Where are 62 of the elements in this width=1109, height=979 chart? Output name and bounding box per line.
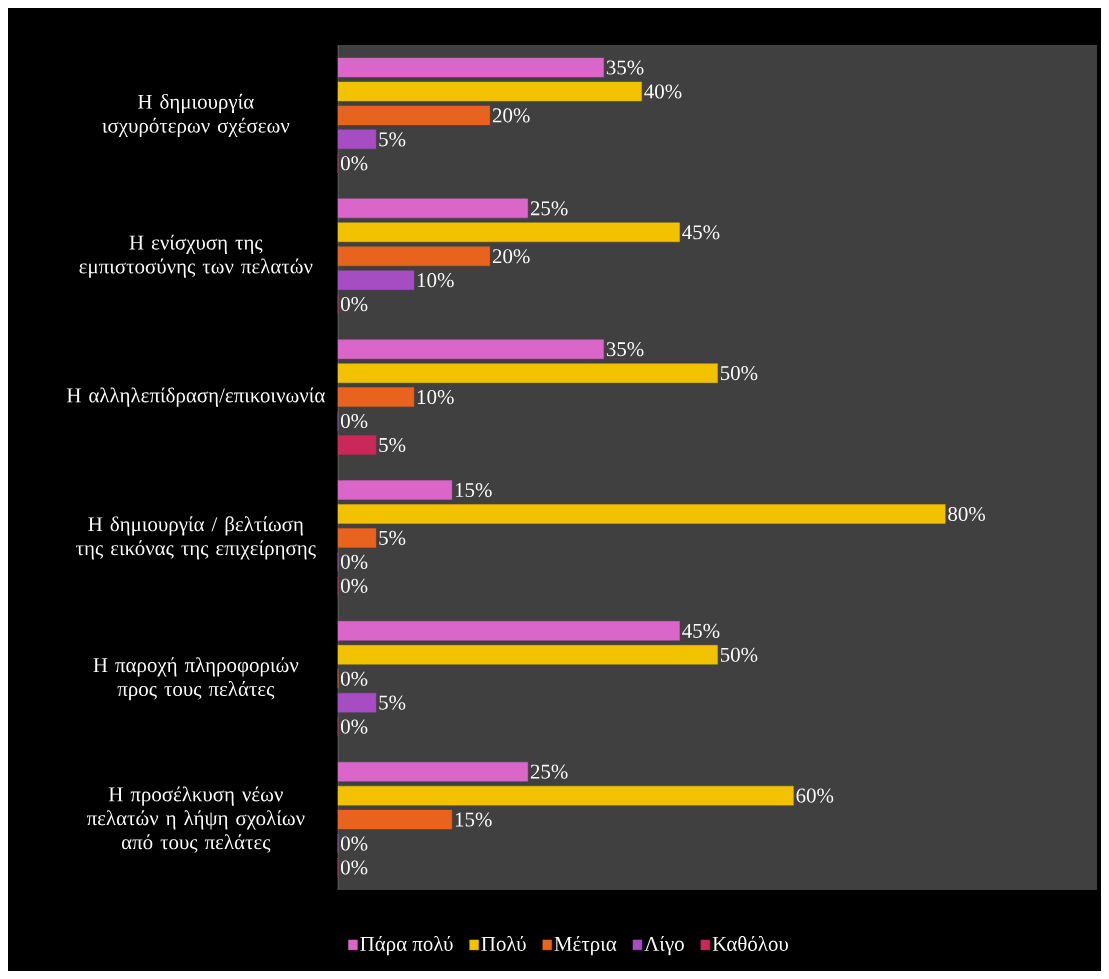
data-label: 15% bbox=[455, 812, 492, 827]
bar bbox=[337, 621, 680, 641]
data-label: 0% bbox=[341, 578, 368, 593]
data-label: 60% bbox=[796, 788, 834, 803]
data-label: 0% bbox=[341, 554, 368, 569]
bar bbox=[337, 363, 718, 383]
bar bbox=[337, 105, 490, 126]
data-label: 0% bbox=[341, 413, 368, 429]
bar bbox=[337, 528, 377, 548]
bar bbox=[337, 339, 604, 359]
bar bbox=[337, 387, 415, 407]
y-tick-label: Η προσέλκυση νέων πελατών η λήψη σχολίων από τους πελάτες bbox=[86, 786, 305, 853]
legend-label: Πολύ bbox=[481, 935, 526, 951]
data-label: 40% bbox=[644, 84, 682, 99]
bar bbox=[337, 81, 642, 102]
data-label: 10% bbox=[417, 273, 454, 288]
bar bbox=[337, 270, 415, 290]
data-label: 80% bbox=[948, 506, 986, 522]
bar bbox=[337, 246, 490, 266]
data-label: 35% bbox=[606, 60, 644, 75]
data-label: 50% bbox=[720, 647, 758, 662]
data-label: 5% bbox=[379, 437, 406, 453]
legend-label: Λίγο bbox=[644, 935, 684, 956]
bar bbox=[337, 57, 604, 78]
data-label: 35% bbox=[606, 342, 644, 357]
y-tick-label: Η δημιουργία / βελτίωση της εικόνας της επιχείρησης bbox=[76, 516, 316, 560]
data-label: 5% bbox=[379, 132, 406, 147]
bar bbox=[337, 198, 528, 219]
data-label: 5% bbox=[379, 530, 406, 546]
data-label: 10% bbox=[417, 389, 454, 405]
bar bbox=[337, 762, 528, 782]
data-label: 0% bbox=[341, 860, 368, 875]
data-label: 25% bbox=[530, 764, 568, 779]
bar bbox=[337, 645, 718, 665]
legend-label: Καθόλου bbox=[712, 935, 788, 951]
data-label: 0% bbox=[341, 836, 368, 851]
legend-label: Μέτρια bbox=[554, 935, 617, 956]
data-label: 0% bbox=[341, 719, 368, 734]
bar bbox=[337, 129, 377, 150]
y-tick-label: Η αλληλεπίδραση/επικοινωνία bbox=[66, 387, 325, 407]
data-label: 45% bbox=[682, 623, 720, 638]
data-label: 20% bbox=[492, 108, 530, 123]
data-label: 15% bbox=[455, 482, 492, 498]
y-tick-label: Η παροχή πληροφοριών προς τους πελάτες bbox=[93, 657, 299, 701]
data-label: 45% bbox=[682, 225, 720, 240]
bar bbox=[337, 222, 680, 242]
legend-label: Πάρα πολύ bbox=[360, 935, 453, 956]
y-tick-label: Η δημιουργία ισχυρότερων σχέσεων bbox=[102, 93, 290, 137]
data-label: 0% bbox=[341, 671, 368, 686]
y-tick-label: Η ενίσχυση της εμπιστοσύνης των πελατών bbox=[79, 234, 313, 278]
data-label: 25% bbox=[530, 201, 568, 216]
data-label: 0% bbox=[341, 156, 368, 171]
bar bbox=[337, 480, 453, 500]
bar bbox=[337, 785, 794, 806]
bar bbox=[337, 692, 377, 713]
bar bbox=[337, 809, 453, 830]
bar bbox=[337, 504, 946, 524]
data-label: 20% bbox=[492, 249, 530, 264]
bar bbox=[337, 435, 377, 455]
data-label: 50% bbox=[720, 366, 758, 381]
data-label: 0% bbox=[341, 297, 368, 312]
data-label: 5% bbox=[379, 695, 406, 710]
